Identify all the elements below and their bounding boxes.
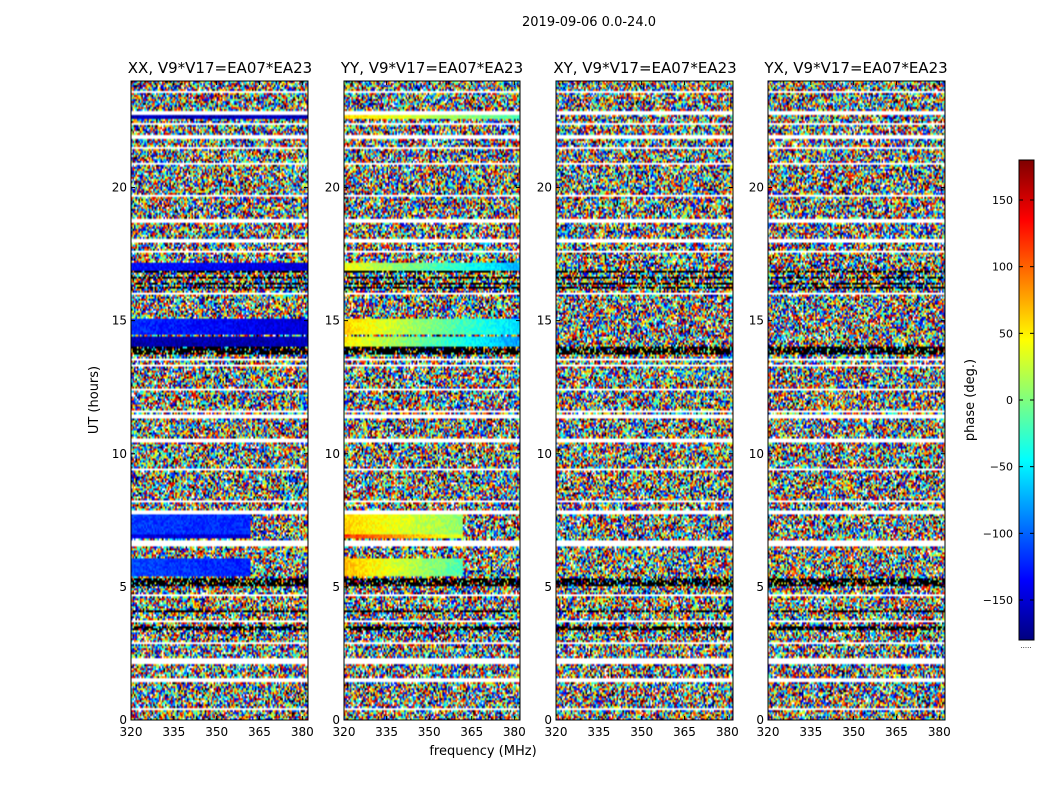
y-tick-label: 0 xyxy=(332,713,340,727)
colorbar-tick-label: 150 xyxy=(992,194,1013,207)
heatmap-xy xyxy=(556,81,733,720)
y-tick-label: 0 xyxy=(544,713,552,727)
x-ticks-yx: 320 335 350 365 380 xyxy=(757,81,951,739)
panel-frame-yy xyxy=(343,80,521,721)
panel-title-xy: XY, V9*V17=EA07*EA23 xyxy=(553,59,736,77)
panel-title-yx: YX, V9*V17=EA07*EA23 xyxy=(763,59,947,77)
colorbar-footnote: ..... xyxy=(1020,642,1031,650)
colorbar-tick-label: −150 xyxy=(983,594,1013,607)
x-tick-label: 365 xyxy=(460,725,483,739)
y-tick-label: 20 xyxy=(749,181,764,195)
colorbar-tick-label: −100 xyxy=(983,527,1013,540)
y-tick-label: 15 xyxy=(325,314,340,328)
y-tick-label: 0 xyxy=(756,713,764,727)
y-ticks-xy: 0 5 10 15 20 xyxy=(537,181,733,727)
panel-title-yy: YY, V9*V17=EA07*EA23 xyxy=(340,59,523,77)
colorbar-label: phase (deg.) xyxy=(963,359,978,441)
x-tick-label: 320 xyxy=(120,725,143,739)
heatmap-yx xyxy=(768,81,945,720)
y-tick-label: 5 xyxy=(756,580,764,594)
colorbar-tick-label: 50 xyxy=(999,327,1013,340)
y-tick-label: 0 xyxy=(119,713,127,727)
y-tick-label: 10 xyxy=(749,447,764,461)
y-tick-label: 20 xyxy=(325,181,340,195)
x-ticks-yy: 320 335 350 365 380 xyxy=(333,81,526,739)
x-tick-label: 380 xyxy=(716,725,739,739)
x-tick-label: 335 xyxy=(587,725,610,739)
y-tick-label: 15 xyxy=(112,314,127,328)
y-tick-label: 15 xyxy=(537,314,552,328)
y-tick-label: 10 xyxy=(537,447,552,461)
x-axis-label: frequency (MHz) xyxy=(429,744,536,759)
x-tick-label: 350 xyxy=(630,725,653,739)
y-ticks-yy: 0 5 10 15 20 xyxy=(325,181,520,727)
y-tick-label: 5 xyxy=(119,580,127,594)
x-tick-label: 335 xyxy=(375,725,398,739)
y-tick-label: 20 xyxy=(537,181,552,195)
colorbar-tick-label: −50 xyxy=(990,461,1013,474)
panel-frame-xy xyxy=(555,80,734,721)
heatmap-xx xyxy=(131,81,308,720)
x-tick-label: 320 xyxy=(545,725,568,739)
x-ticks-xx: 320 335 350 365 380 xyxy=(120,81,314,739)
colorbar-ticks: 150 100 50 0 −50 −100 −150 xyxy=(983,194,1034,607)
x-tick-label: 380 xyxy=(503,725,526,739)
x-tick-label: 320 xyxy=(333,725,356,739)
heatmap-yy xyxy=(344,81,520,720)
chart-title: 2019-09-06 0.0-24.0 xyxy=(522,15,656,30)
x-tick-label: 380 xyxy=(928,725,951,739)
x-tick-label: 350 xyxy=(205,725,228,739)
colorbar-tick-label: 100 xyxy=(992,261,1013,274)
y-tick-label: 20 xyxy=(112,181,127,195)
x-tick-label: 350 xyxy=(418,725,441,739)
y-tick-label: 5 xyxy=(332,580,340,594)
y-tick-label: 15 xyxy=(749,314,764,328)
x-tick-label: 350 xyxy=(842,725,865,739)
panel-frame-yx xyxy=(767,80,946,721)
y-tick-label: 10 xyxy=(112,447,127,461)
colorbar: 150 100 50 0 −50 −100 −150 phase (deg.) ..... xyxy=(963,159,1035,650)
x-tick-label: 365 xyxy=(248,725,271,739)
y-ticks-xx: 0 5 10 15 20 xyxy=(112,181,308,727)
y-ticks-yx: 0 5 10 15 20 xyxy=(749,181,945,727)
y-axis-label: UT (hours) xyxy=(87,366,102,434)
x-ticks-xy: 320 335 350 365 380 xyxy=(545,81,739,739)
colorbar-tick-label: 0 xyxy=(1006,394,1013,407)
x-tick-label: 335 xyxy=(162,725,185,739)
x-tick-label: 380 xyxy=(291,725,314,739)
panel-frame-xx xyxy=(130,80,309,721)
x-tick-label: 335 xyxy=(799,725,822,739)
x-tick-label: 320 xyxy=(757,725,780,739)
panel-title-xx: XX, V9*V17=EA07*EA23 xyxy=(128,59,312,77)
y-tick-label: 10 xyxy=(325,447,340,461)
x-tick-label: 365 xyxy=(885,725,908,739)
y-tick-label: 5 xyxy=(544,580,552,594)
x-tick-label: 365 xyxy=(673,725,696,739)
